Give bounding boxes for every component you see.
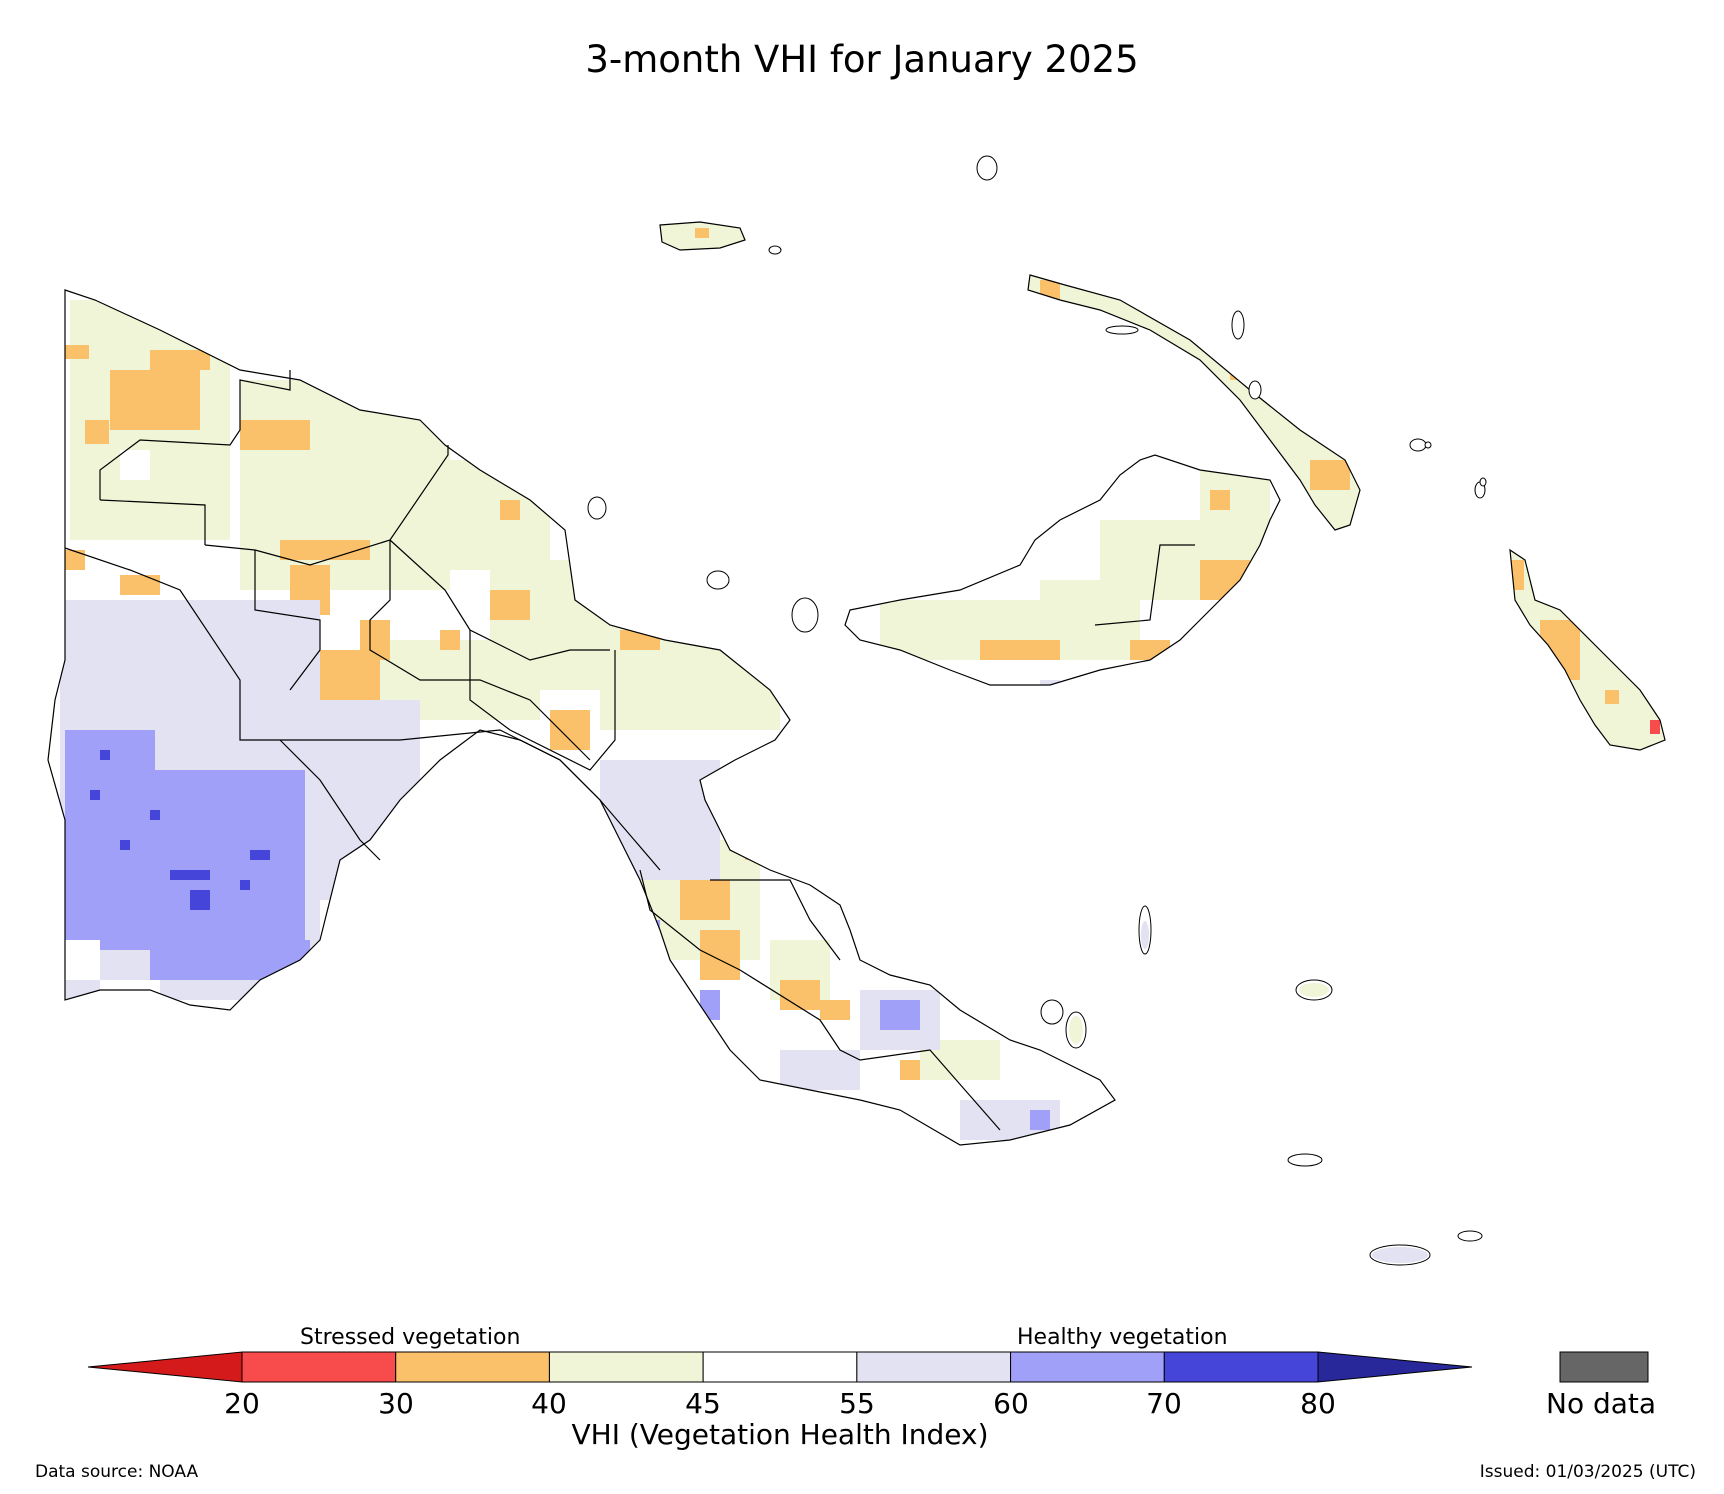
no-data-label: No data	[1546, 1387, 1657, 1420]
tick-label: 30	[378, 1387, 414, 1420]
manus-coastline	[659, 221, 746, 251]
new-britain-coastline	[844, 454, 1281, 686]
colorbar-bin-70-80	[1163, 1351, 1319, 1383]
colorbar-bin-40-45	[548, 1351, 704, 1383]
colorbar-axis-title: VHI (Vegetation Health Index)	[571, 1418, 989, 1451]
colorbar-bin-55-60	[856, 1351, 1012, 1383]
tick-label: 45	[685, 1387, 721, 1420]
tick-label: 20	[224, 1387, 260, 1420]
bougainville-coastline	[1509, 548, 1666, 751]
tick-label: 60	[993, 1387, 1029, 1420]
small-island-fills-green	[1069, 983, 1329, 1044]
vhi-grid-mainland	[48, 290, 1115, 1145]
mainland-coastline	[47, 289, 1116, 1146]
tick-label: 55	[839, 1387, 875, 1420]
map-title: 3-month VHI for January 2025	[585, 38, 1139, 81]
small-island-fills	[1141, 921, 1428, 1263]
nb-province-border	[1094, 544, 1195, 626]
data-source-note: Data source: NOAA	[35, 1462, 199, 1482]
colorbar-bin-45-55	[702, 1351, 858, 1383]
colorbar-bin-30-40	[395, 1351, 550, 1383]
tick-label: 70	[1146, 1387, 1182, 1420]
stressed-vegetation-label: Stressed vegetation	[300, 1325, 521, 1350]
colorbar-bin-20-30	[241, 1351, 397, 1383]
no-data-swatch	[1559, 1351, 1649, 1383]
tick-label: 80	[1300, 1387, 1336, 1420]
new-ireland-coastline	[1027, 274, 1361, 531]
colorbar-bin-60-70	[1010, 1351, 1165, 1383]
colorbar	[87, 1351, 1473, 1383]
healthy-vegetation-label: Healthy vegetation	[1017, 1325, 1228, 1350]
vhi-grid-new-britain	[845, 455, 1280, 685]
tick-label: 40	[531, 1387, 567, 1420]
colorbar-high-extend	[1317, 1351, 1473, 1383]
colorbar-low-extend	[87, 1351, 243, 1383]
issued-date: Issued: 01/03/2025 (UTC)	[1479, 1462, 1696, 1482]
vhi-grid-bougainville	[1510, 550, 1665, 750]
province-borders	[64, 370, 1001, 1131]
